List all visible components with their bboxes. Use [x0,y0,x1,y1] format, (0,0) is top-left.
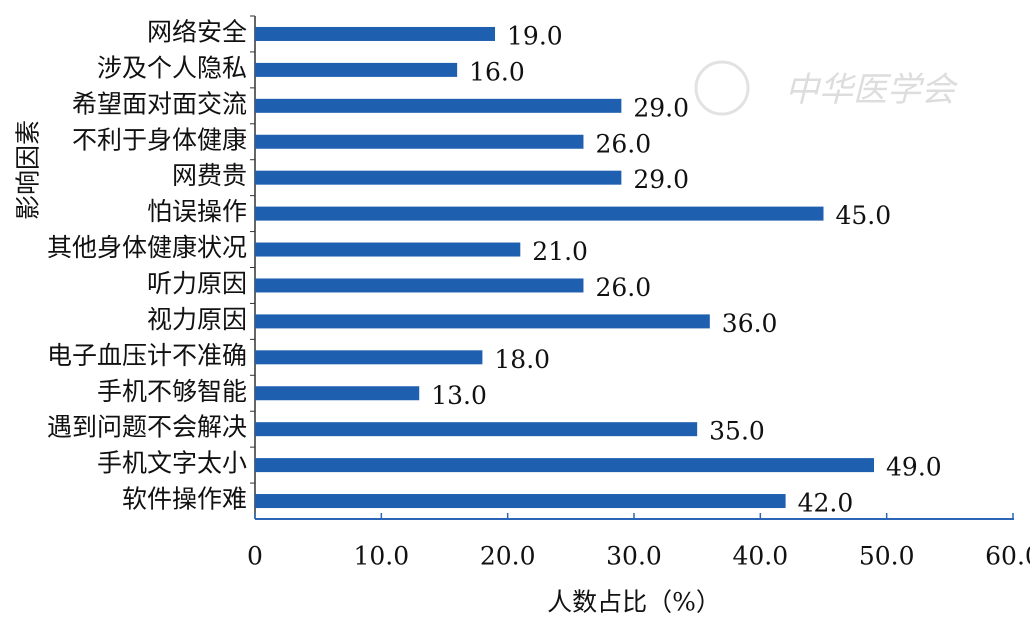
value-label: 16.0 [469,57,525,86]
bar [255,206,824,221]
bar [255,62,458,77]
x-tick-label: 50.0 [859,542,915,571]
value-label: 42.0 [798,489,854,518]
y-tick-label: 涉及个人隐私 [97,53,247,82]
value-label: 26.0 [595,273,651,302]
x-tick-label: 30.0 [606,542,662,571]
y-tick-label: 网费贵 [172,161,247,190]
y-axis-label: 影响因素 [14,120,43,220]
value-label: 29.0 [633,93,689,122]
bar [255,350,483,365]
bar [255,134,584,149]
x-tick-label: 0 [247,542,263,571]
value-label: 29.0 [633,165,689,194]
y-tick-label: 视力原因 [147,305,247,334]
y-tick-label: 怕误操作 [147,197,247,226]
bar [255,98,622,113]
bar [255,26,496,41]
value-label: 49.0 [886,453,942,482]
value-label: 19.0 [507,21,563,50]
y-tick-label: 电子血压计不准确 [47,341,247,370]
y-tick-label: 遇到问题不会解决 [47,413,247,442]
bar [255,386,420,401]
x-tick-label: 40.0 [732,542,788,571]
bar [255,314,710,329]
value-label: 21.0 [532,237,588,266]
watermark-logo [694,60,750,116]
value-label: 35.0 [709,417,765,446]
bar [255,494,786,509]
y-tick-label: 不利于身体健康 [72,125,247,154]
x-tick-label: 60.0 [985,542,1030,571]
y-tick-label: 网络安全 [147,17,247,46]
bar [255,422,698,437]
bar [255,458,875,473]
bar [255,242,521,257]
value-label: 13.0 [431,381,487,410]
y-tick-label: 软件操作难 [122,485,247,514]
x-tick-label: 20.0 [480,542,536,571]
bar [255,170,622,185]
watermark: 中华医学会 [785,70,959,110]
bar [255,278,584,293]
value-label: 26.0 [595,129,651,158]
value-label: 18.0 [494,345,550,374]
value-label: 36.0 [722,309,778,338]
x-axis-label: 人数占比（%） [547,588,721,617]
y-tick-label: 手机文字太小 [97,449,247,478]
y-tick-label: 听力原因 [147,269,247,298]
x-tick-label: 10.0 [353,542,409,571]
value-label: 45.0 [836,201,892,230]
y-tick-label: 手机不够智能 [97,377,247,406]
y-tick-label: 希望面对面交流 [72,89,247,118]
y-tick-label: 其他身体健康状况 [47,233,247,262]
